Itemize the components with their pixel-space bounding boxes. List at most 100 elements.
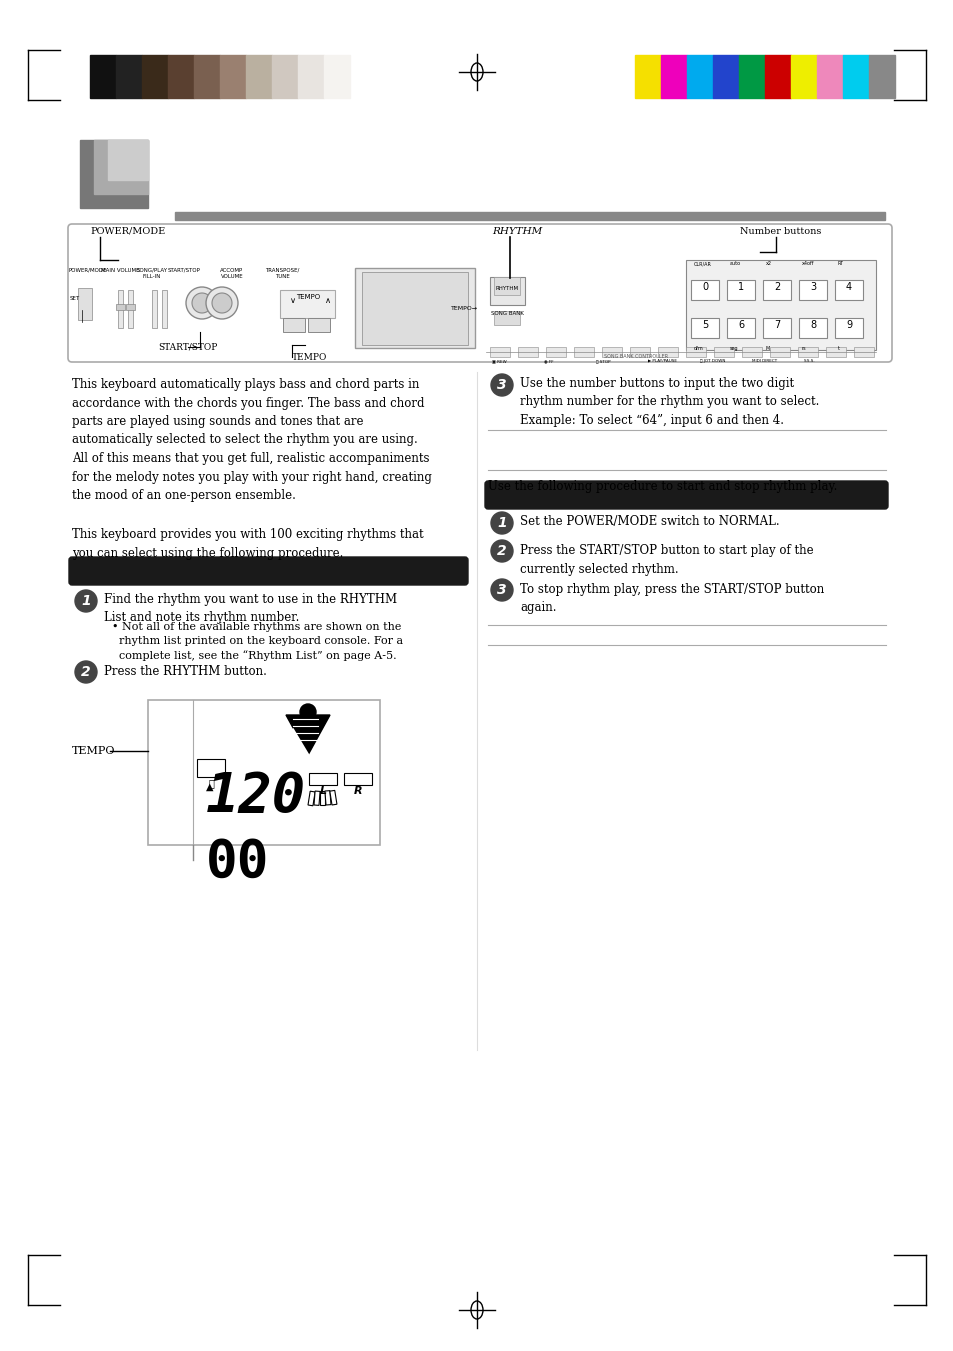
Text: 3: 3 [497, 584, 506, 597]
Bar [297, 55, 324, 99]
Bar [658, 347, 678, 357]
Text: Use the number buttons to input the two digit
rhythm number for the rhythm you w: Use the number buttons to input the two … [519, 377, 819, 427]
Text: R: R [354, 786, 362, 796]
Text: 1: 1 [497, 516, 506, 530]
Text: POWER/MODE: POWER/MODE [90, 227, 165, 236]
Bar [314, 792, 320, 805]
Bar [168, 55, 193, 99]
Bar [128, 290, 132, 328]
Text: SONG BANK CONTROLLER: SONG BANK CONTROLLER [603, 354, 667, 359]
Bar [690, 317, 719, 338]
Bar [726, 280, 754, 300]
Bar [309, 773, 336, 785]
Text: 5: 5 [701, 320, 707, 330]
Text: TEMPO: TEMPO [292, 353, 327, 362]
Bar [741, 347, 761, 357]
Bar [690, 280, 719, 300]
Bar [142, 55, 168, 99]
Text: x4off: x4off [801, 261, 814, 266]
Text: 4: 4 [845, 282, 851, 292]
Bar [842, 55, 868, 99]
Text: Set the POWER/MODE switch to NORMAL.: Set the POWER/MODE switch to NORMAL. [519, 515, 779, 528]
Text: ⬛ JOT DOWN: ⬛ JOT DOWN [700, 359, 724, 363]
Bar [853, 347, 873, 357]
Bar [152, 290, 157, 328]
Bar [90, 55, 116, 99]
Circle shape [491, 512, 513, 534]
Circle shape [212, 293, 232, 313]
Bar [116, 304, 125, 309]
Text: 9: 9 [845, 320, 851, 330]
Text: TEMPO: TEMPO [295, 295, 319, 300]
Text: SONG/PLAY
FILL-IN: SONG/PLAY FILL-IN [136, 267, 168, 278]
Text: ▣ REW: ▣ REW [492, 359, 506, 363]
Text: CLR/AR: CLR/AR [693, 261, 711, 266]
Text: START/STOP: START/STOP [168, 267, 200, 273]
Circle shape [491, 580, 513, 601]
Text: 6: 6 [738, 320, 743, 330]
Text: 1: 1 [738, 282, 743, 292]
Bar [283, 317, 305, 332]
Text: 00: 00 [206, 838, 269, 889]
Text: START/STOP: START/STOP [158, 343, 217, 353]
Bar [762, 317, 790, 338]
Text: 7: 7 [773, 320, 780, 330]
Bar [494, 311, 519, 326]
Bar [246, 55, 272, 99]
Circle shape [491, 374, 513, 396]
Bar [116, 55, 142, 99]
Bar [762, 280, 790, 300]
Bar [739, 55, 764, 99]
Bar [308, 792, 314, 805]
Text: ACCOMP
VOLUME: ACCOMP VOLUME [220, 267, 243, 278]
Bar [799, 317, 826, 338]
Bar [80, 141, 148, 208]
Text: • Not all of the available rhythms are shown on the
  rhythm list printed on the: • Not all of the available rhythms are s… [112, 621, 403, 661]
Text: S.S.S.: S.S.S. [803, 359, 815, 363]
Circle shape [299, 704, 315, 720]
Bar [148, 700, 379, 844]
Polygon shape [286, 715, 330, 755]
Bar [799, 280, 826, 300]
Bar [868, 55, 894, 99]
Text: RHYTHM: RHYTHM [492, 227, 541, 236]
Text: 2: 2 [773, 282, 780, 292]
Bar [713, 347, 733, 357]
Bar [790, 55, 816, 99]
Bar [118, 290, 123, 328]
Bar [490, 277, 524, 305]
Circle shape [75, 661, 97, 684]
Bar [162, 290, 167, 328]
Text: Number buttons: Number buttons [740, 227, 821, 236]
Text: POWER/MODE: POWER/MODE [69, 267, 107, 273]
Text: MIDI DIRECT: MIDI DIRECT [751, 359, 777, 363]
Bar [660, 55, 686, 99]
Text: rs: rs [801, 346, 806, 351]
Text: ∧: ∧ [325, 296, 331, 305]
Text: ▶ PLAY/PAUSE: ▶ PLAY/PAUSE [647, 359, 677, 363]
Text: ⬛ STOP: ⬛ STOP [596, 359, 610, 363]
Text: SET: SET [70, 296, 80, 301]
Bar [764, 55, 790, 99]
Bar [769, 347, 789, 357]
Text: Press the RHYTHM button.: Press the RHYTHM button. [104, 665, 267, 678]
Bar [94, 141, 148, 195]
Circle shape [206, 286, 237, 319]
Bar [517, 347, 537, 357]
Bar [685, 259, 875, 350]
Text: 120: 120 [206, 770, 306, 823]
Circle shape [186, 286, 218, 319]
Text: RT: RT [837, 261, 843, 266]
Bar [280, 290, 335, 317]
Bar [220, 55, 246, 99]
Text: This keyboard provides you with 100 exciting rhythms that
you can select using t: This keyboard provides you with 100 exci… [71, 528, 423, 559]
Text: To stop rhythm play, press the START/STOP button
again.: To stop rhythm play, press the START/STO… [519, 584, 823, 615]
Bar [797, 347, 817, 357]
Bar [193, 55, 220, 99]
Text: 0: 0 [701, 282, 707, 292]
Text: Find the rhythm you want to use in the RHYTHM
List and note its rhythm number.: Find the rhythm you want to use in the R… [104, 593, 396, 624]
Bar [325, 790, 331, 805]
Text: SONG BANK: SONG BANK [490, 311, 523, 316]
Text: Use the following procedure to start and stop rhythm play.: Use the following procedure to start and… [488, 480, 837, 493]
Bar [685, 347, 705, 357]
